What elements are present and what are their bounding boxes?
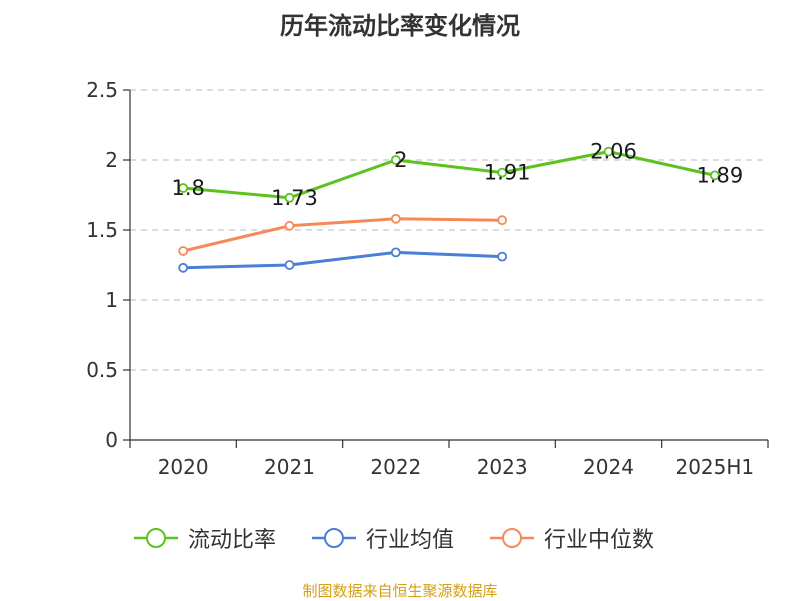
legend: 流动比率 行业均值 行业中位数 <box>0 518 800 558</box>
data-label: 2.06 <box>590 140 637 164</box>
data-point[interactable] <box>284 192 295 203</box>
data-point[interactable] <box>284 260 295 270</box>
data-point[interactable] <box>603 146 614 157</box>
legend-label: 行业均值 <box>366 528 455 553</box>
data-point[interactable] <box>390 213 401 224</box>
y-tick-label: 2 <box>105 148 118 172</box>
data-label: 1.91 <box>484 161 531 185</box>
legend-marker <box>490 528 534 548</box>
legend-label: 流动比率 <box>188 528 277 553</box>
data-point[interactable] <box>178 183 189 193</box>
x-tick-label: 2021 <box>264 455 315 479</box>
data-point[interactable] <box>284 220 295 231</box>
x-tick-label: 2020 <box>158 455 209 479</box>
legend-item[interactable]: 流动比率 <box>132 518 276 558</box>
series-line <box>183 250 503 270</box>
data-label: 1.8 <box>171 176 204 200</box>
data-point[interactable] <box>390 247 401 258</box>
data-point[interactable] <box>390 155 401 165</box>
data-label: 1.89 <box>696 163 743 187</box>
series-lines <box>178 146 720 273</box>
x-tick-label: 2023 <box>477 455 528 479</box>
data-point[interactable] <box>709 170 720 181</box>
data-point[interactable] <box>497 167 508 178</box>
series-line <box>182 217 503 253</box>
x-tick-label: 2024 <box>583 455 634 479</box>
x-tick-label: 2022 <box>370 455 421 479</box>
grid-lines <box>130 89 768 371</box>
data-labels: 1.8 1.73 2 1.91 2.06 1.89 <box>171 140 743 210</box>
legend-marker <box>312 528 356 548</box>
legend-marker <box>134 528 178 548</box>
data-point[interactable] <box>178 246 189 256</box>
legend-label: 行业中位数 <box>544 528 655 553</box>
data-point[interactable] <box>497 251 508 262</box>
data-label: 2 <box>394 148 407 172</box>
x-tick-label: 2025H1 <box>675 455 754 479</box>
y-tick-label: 1 <box>105 288 118 312</box>
y-tick-label: 2.5 <box>86 78 118 102</box>
series-line <box>183 150 716 200</box>
legend-item[interactable]: 行业中位数 <box>488 518 654 558</box>
legend-item[interactable]: 行业均值 <box>310 518 454 558</box>
data-point[interactable] <box>497 215 508 226</box>
source-note: 制图数据来自恒生聚源数据库 <box>302 582 498 600</box>
y-tick-label: 0 <box>105 428 118 452</box>
y-tick-label: 1.5 <box>86 218 118 242</box>
data-label: 1.73 <box>271 186 318 210</box>
axes: 0 0.5 1 1.5 2 2.5 2020 2021 2022 2023 2024 2025H1 <box>86 78 769 479</box>
chart-title: 历年流动比率变化情况 <box>280 12 520 40</box>
data-point[interactable] <box>178 262 189 273</box>
y-tick-label: 0.5 <box>86 358 118 382</box>
